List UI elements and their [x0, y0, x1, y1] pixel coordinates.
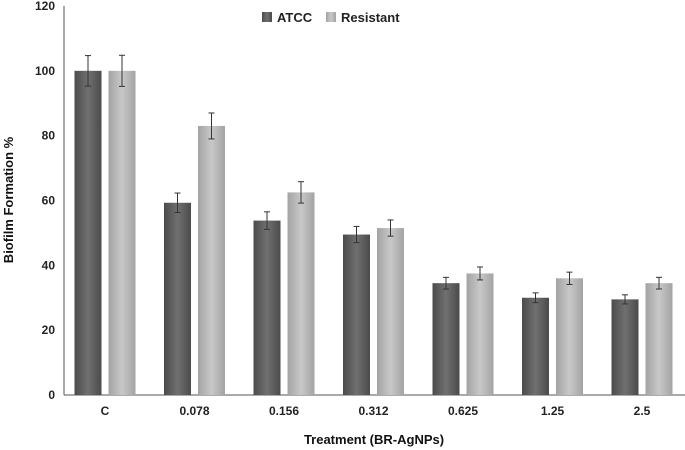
- bar-resistant-C: [108, 70, 136, 395]
- bar-resistant-2.5: [645, 283, 673, 395]
- error-bar-atcc-C: [85, 55, 91, 87]
- bar-resistant-0.078: [198, 125, 225, 396]
- y-tick-label: 80: [42, 129, 56, 143]
- bar-atcc-C: [74, 70, 102, 395]
- y-tick-label: 120: [35, 0, 55, 13]
- y-tick-label: 40: [42, 258, 56, 272]
- x-tick-label: 0.312: [358, 404, 388, 418]
- legend: ATCC Resistant: [262, 10, 400, 25]
- bar-atcc-0.312: [343, 234, 370, 395]
- bar-resistant-1.25: [556, 278, 583, 395]
- x-tick-label: 1.25: [541, 404, 565, 418]
- error-bar-resistant-0.312: [387, 219, 394, 237]
- bar-atcc-1.25: [522, 297, 549, 395]
- error-bar-atcc-0.625: [443, 276, 449, 290]
- error-bars: [85, 54, 662, 305]
- error-bar-resistant-1.25: [566, 271, 573, 285]
- x-tick-label: 0.156: [269, 404, 299, 418]
- x-tick-label: 0.078: [179, 404, 209, 418]
- x-tick-label: 0.625: [448, 404, 478, 418]
- bars: [74, 70, 673, 396]
- axes: [63, 6, 685, 396]
- error-bar-resistant-0.625: [477, 266, 483, 281]
- legend-label-resistant: Resistant: [341, 10, 400, 25]
- bar-atcc-2.5: [611, 299, 639, 395]
- error-bar-atcc-0.312: [353, 225, 360, 244]
- error-bar-atcc-0.156: [264, 211, 270, 230]
- error-bar-resistant-0.156: [298, 181, 304, 204]
- legend-swatch-atcc: [262, 12, 272, 22]
- error-bar-resistant-2.5: [656, 276, 662, 290]
- x-tick-labels: C 0.078 0.156 0.312 0.625 1.25 2.5: [101, 404, 651, 418]
- bar-atcc-0.078: [164, 202, 191, 395]
- bar-atcc-0.156: [253, 220, 281, 395]
- error-bar-atcc-2.5: [622, 294, 628, 305]
- y-tick-label: 60: [42, 194, 56, 208]
- bar-atcc-0.625: [432, 283, 460, 395]
- x-tick-label: 2.5: [634, 404, 651, 418]
- bar-resistant-0.312: [377, 228, 404, 395]
- y-axis-title: Biofilm Formation %: [1, 136, 16, 263]
- y-tick-label: 100: [35, 64, 55, 78]
- y-tick-label: 0: [48, 388, 55, 402]
- error-bar-atcc-0.078: [174, 192, 181, 213]
- x-axis-title: Treatment (BR-AgNPs): [304, 432, 444, 447]
- y-tick-label: 20: [42, 323, 56, 337]
- bar-resistant-0.156: [287, 192, 315, 395]
- legend-swatch-resistant: [326, 12, 336, 22]
- bar-resistant-0.625: [466, 273, 494, 395]
- error-bar-resistant-0.078: [208, 112, 215, 140]
- y-tick-labels: 0 20 40 60 80 100 120: [35, 0, 55, 402]
- legend-label-atcc: ATCC: [277, 10, 313, 25]
- error-bar-atcc-1.25: [532, 292, 539, 304]
- error-bar-resistant-C: [119, 54, 125, 87]
- x-tick-label: C: [101, 404, 110, 418]
